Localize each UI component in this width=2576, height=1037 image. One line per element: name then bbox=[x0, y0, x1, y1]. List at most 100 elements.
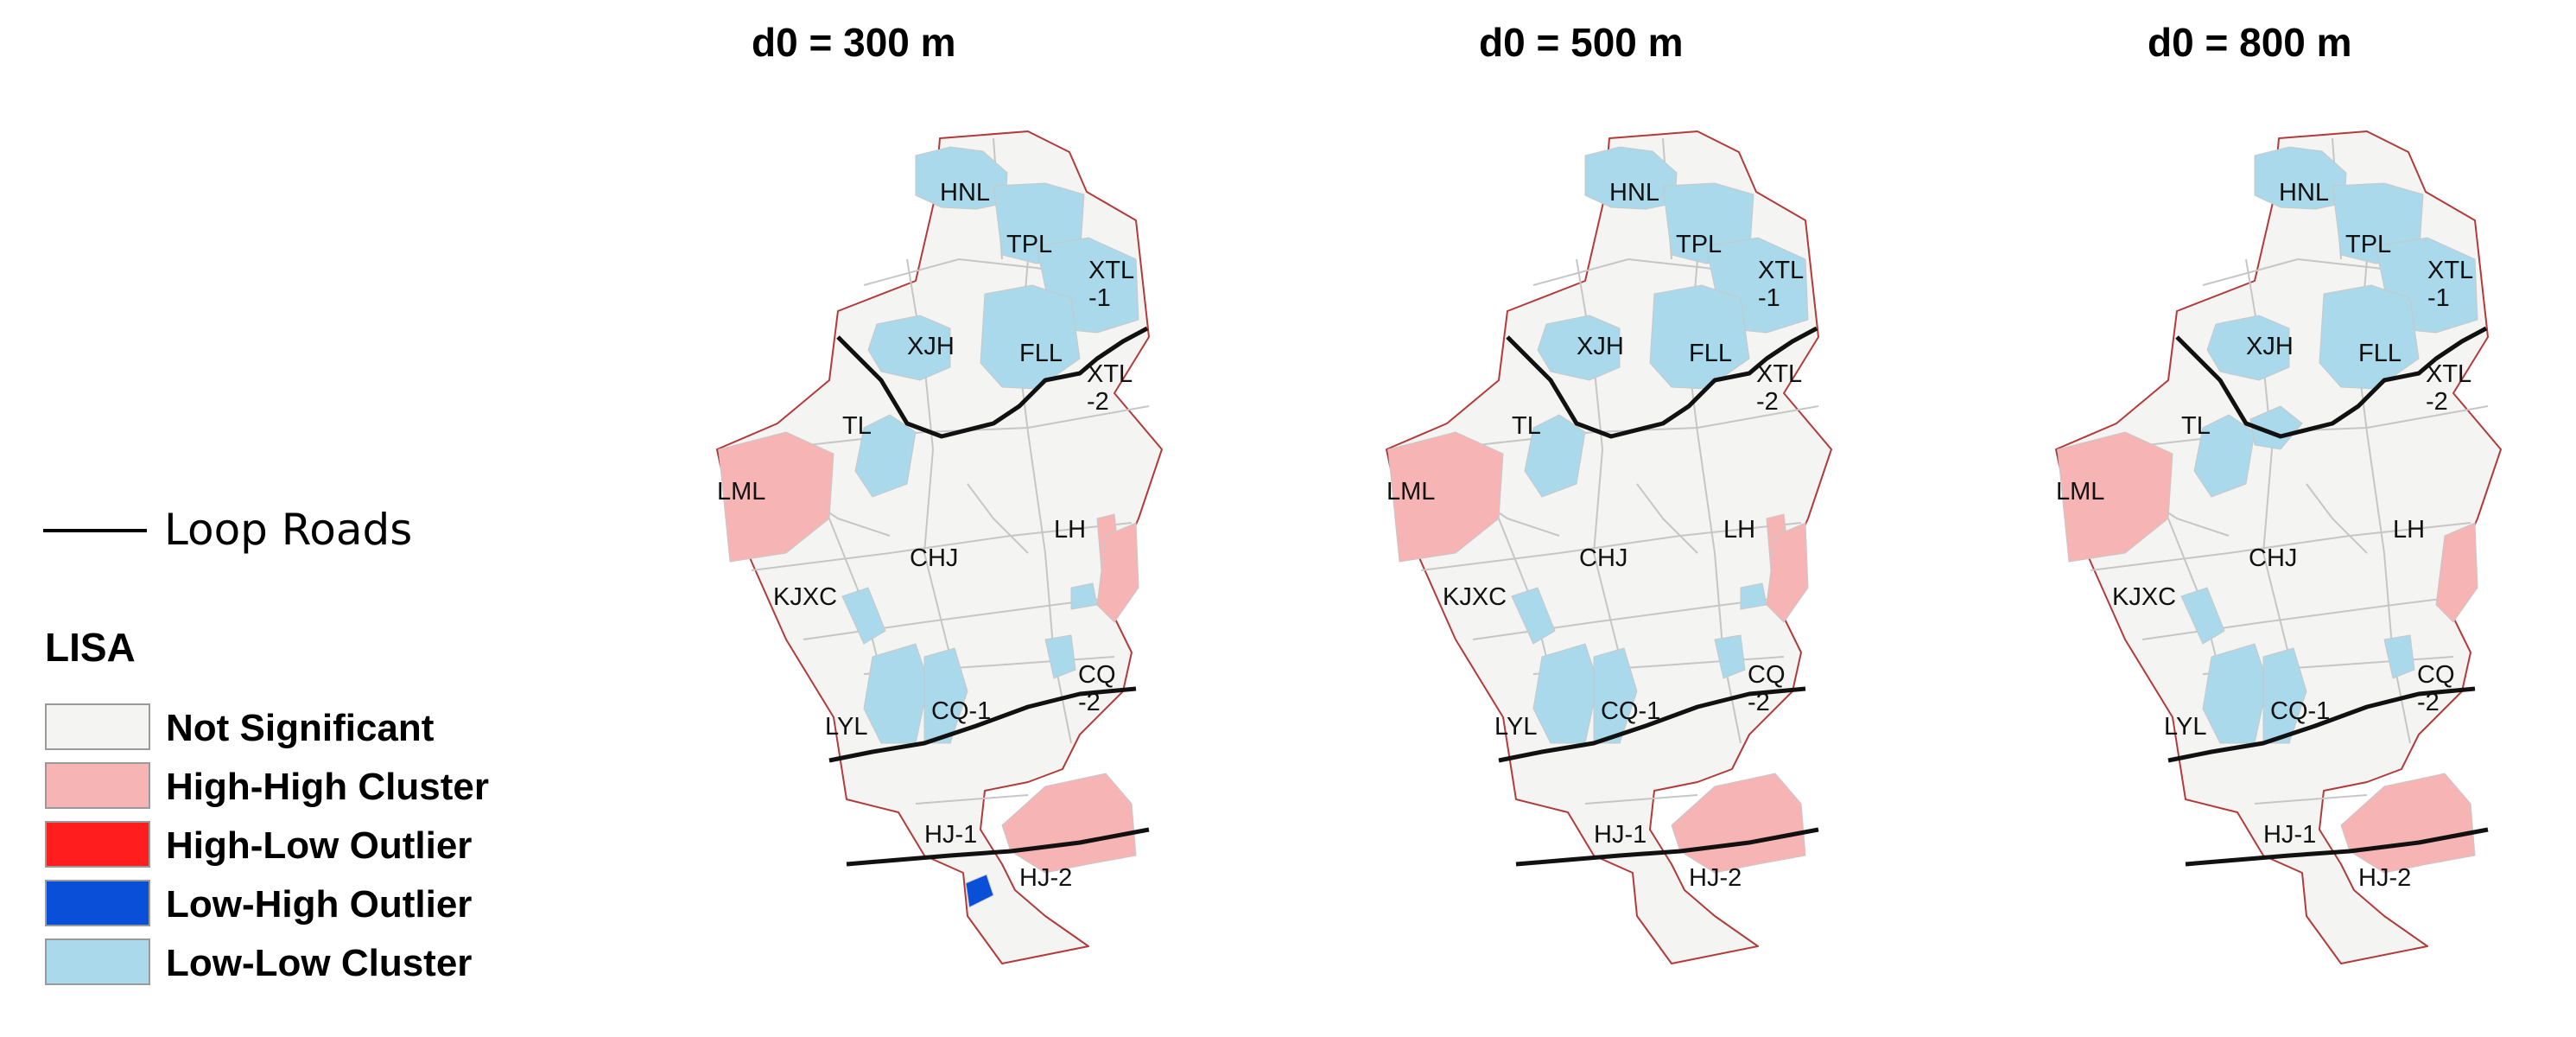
district-label-kjxc: KJXC bbox=[1443, 583, 1507, 611]
high-high-area bbox=[1387, 431, 1504, 563]
low-low-area bbox=[1532, 643, 1599, 744]
district-label-xjh: XJH bbox=[2246, 333, 2294, 360]
low-low-area bbox=[2383, 634, 2415, 679]
panel-title-800m: d0 = 800 m bbox=[2148, 20, 2352, 65]
low-low-area bbox=[841, 587, 886, 645]
district-label-hj-2: HJ-2 bbox=[1689, 864, 1742, 892]
district-label-lyl: LYL bbox=[825, 713, 867, 741]
legend-label: Low-High Outlier bbox=[166, 883, 473, 926]
low-high-outlier-area bbox=[965, 874, 994, 908]
loop-road-line bbox=[1506, 326, 1818, 439]
district-label-xtl-2: -2 bbox=[2426, 388, 2448, 416]
district-label-xjh: XJH bbox=[1577, 333, 1624, 360]
high-low-swatch bbox=[45, 821, 150, 868]
low-low-area bbox=[1511, 587, 1556, 645]
street-line bbox=[967, 483, 1029, 554]
district-label-lyl: LYL bbox=[2164, 713, 2206, 741]
loop-road-line bbox=[1515, 827, 1819, 867]
district-label-lml: LML bbox=[1386, 478, 1435, 506]
loop-road-line bbox=[836, 326, 1149, 439]
district-label-lyl: LYL bbox=[1494, 713, 1537, 741]
district-label-xtl-1: XTL bbox=[1088, 257, 1134, 284]
high-high-swatch bbox=[45, 762, 150, 809]
district-label-cq-1: CQ-1 bbox=[1601, 697, 1660, 725]
district-label-tpl: TPL bbox=[1676, 231, 1722, 258]
district-label-hnl: HNL bbox=[1609, 179, 1659, 207]
legend-item-not-significant: Not Significant bbox=[45, 703, 581, 754]
street-line bbox=[751, 522, 1133, 571]
high-high-area bbox=[1766, 522, 1809, 623]
low-low-area bbox=[2180, 587, 2225, 645]
low-low-area bbox=[1714, 634, 1746, 679]
low-low-area bbox=[2319, 284, 2420, 390]
district-label-xtl-1: -1 bbox=[2427, 284, 2450, 312]
street-line bbox=[2306, 483, 2368, 554]
loop-road-line bbox=[828, 686, 1137, 763]
district-label-lh: LH bbox=[1723, 516, 1755, 544]
street-line bbox=[1636, 483, 1698, 554]
panel-title-500m: d0 = 500 m bbox=[1479, 20, 1684, 65]
low-low-area bbox=[1649, 284, 1750, 390]
legend-label: High-High Cluster bbox=[166, 766, 489, 808]
district-label-cq-2: CQ bbox=[1078, 661, 1116, 689]
legend-label: Not Significant bbox=[166, 707, 435, 749]
low-low-area bbox=[980, 284, 1081, 390]
district-label-hj-2: HJ-2 bbox=[1019, 864, 1072, 892]
high-high-area bbox=[2057, 431, 2173, 563]
loop-roads-label: Loop Roads bbox=[164, 505, 413, 555]
district-label-kjxc: KJXC bbox=[773, 583, 837, 611]
legend-item-high-high: High-High Cluster bbox=[45, 762, 581, 812]
district-label-xtl-1: -1 bbox=[1758, 284, 1780, 312]
district-label-hj-1: HJ-1 bbox=[1594, 821, 1646, 849]
panel-title-300m: d0 = 300 m bbox=[752, 20, 956, 65]
legend-item-low-high: Low-High Outlier bbox=[45, 880, 581, 930]
district-label-xtl-2: XTL bbox=[2426, 360, 2471, 388]
low-low-area bbox=[2193, 414, 2256, 498]
legend-item-low-low: Low-Low Cluster bbox=[45, 938, 581, 989]
street-line bbox=[915, 794, 1029, 805]
low-low-area bbox=[2249, 405, 2303, 450]
legend-label: Low-Low Cluster bbox=[166, 942, 473, 984]
street-line bbox=[2090, 522, 2471, 571]
district-label-kjxc: KJXC bbox=[2112, 583, 2176, 611]
district-label-chj: CHJ bbox=[910, 544, 958, 572]
low-low-swatch bbox=[45, 938, 150, 985]
district-label-hj-2: HJ-2 bbox=[2358, 864, 2411, 892]
low-low-area bbox=[854, 414, 917, 498]
high-high-area bbox=[718, 431, 834, 563]
high-high-area bbox=[1671, 773, 1806, 874]
low-low-area bbox=[1070, 582, 1098, 610]
street-line bbox=[2254, 794, 2368, 805]
district-label-xtl-1: XTL bbox=[2427, 257, 2473, 284]
low-low-area bbox=[1740, 582, 1767, 610]
district-label-tl: TL bbox=[2181, 412, 2211, 440]
district-label-cq-2: -2 bbox=[1748, 689, 1770, 716]
district-label-xtl-2: XTL bbox=[1756, 360, 1802, 388]
loop-roads-legend: Loop Roads bbox=[43, 499, 492, 560]
high-high-area bbox=[2340, 773, 2476, 874]
district-label-chj: CHJ bbox=[2249, 544, 2297, 572]
district-label-xtl-2: -2 bbox=[1087, 388, 1109, 416]
street-line bbox=[1584, 794, 1698, 805]
district-label-cq-1: CQ-1 bbox=[2270, 697, 2330, 725]
loop-road-line bbox=[2175, 326, 2488, 439]
loop-road-line bbox=[1498, 686, 1806, 763]
legend-label: High-Low Outlier bbox=[166, 824, 473, 867]
district-label-lml: LML bbox=[2056, 478, 2104, 506]
district-label-tpl: TPL bbox=[1006, 231, 1052, 258]
low-low-area bbox=[2262, 647, 2307, 744]
low-low-area bbox=[2202, 643, 2268, 744]
low-low-area bbox=[867, 315, 951, 381]
street-line bbox=[1420, 522, 1802, 571]
not-significant-swatch bbox=[45, 703, 150, 750]
district-label-fll: FLL bbox=[1019, 340, 1063, 367]
loop-road-line bbox=[2167, 686, 2476, 763]
district-label-fll: FLL bbox=[1689, 340, 1732, 367]
district-label-cq-1: CQ-1 bbox=[931, 697, 991, 725]
low-low-area bbox=[1524, 414, 1586, 498]
loop-road-line-icon bbox=[43, 529, 147, 532]
low-low-area bbox=[1537, 315, 1621, 381]
